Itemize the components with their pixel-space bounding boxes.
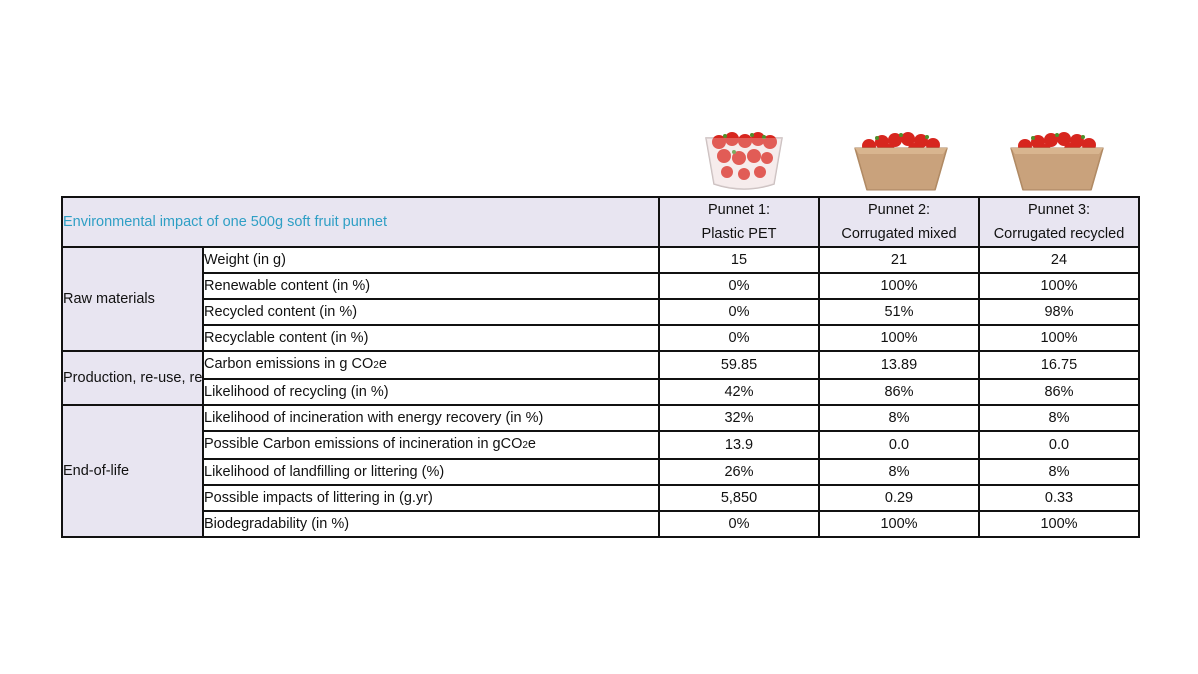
value-cell: 100% xyxy=(978,272,1140,300)
metric-label: Biodegradability (in %) xyxy=(202,510,660,538)
plastic-punnet-image xyxy=(705,132,783,190)
value-cell: 51% xyxy=(818,298,980,326)
value-cell: 98% xyxy=(978,298,1140,326)
table-row: Production, re-use, recycling Carbon emi… xyxy=(61,350,1140,406)
metric-label-text: Carbon emissions in g CO xyxy=(204,356,374,372)
metric-label: Weight (in g) xyxy=(202,246,660,274)
value-cell: 0.0 xyxy=(978,430,1140,460)
table-row: Possible Carbon emissions of incineratio… xyxy=(62,430,1140,460)
value-cell: 100% xyxy=(818,510,980,538)
column-header-punnet-3: Punnet 3: Corrugated recycled xyxy=(978,196,1140,248)
value-cell: 0.0 xyxy=(818,430,980,460)
column-header-line2: Plastic PET xyxy=(701,226,777,242)
metric-label-text: Possible Carbon emissions of incineratio… xyxy=(204,436,523,452)
value-cell: 0% xyxy=(658,298,820,326)
value-cell: 100% xyxy=(818,324,980,352)
column-header-line2: Corrugated mixed xyxy=(841,226,957,242)
column-header-line2: Corrugated recycled xyxy=(993,226,1125,242)
column-header-punnet-1: Punnet 1: Plastic PET xyxy=(658,196,820,248)
metric-label: Recycled content (in %) xyxy=(202,298,660,326)
column-header-punnet-2: Punnet 2: Corrugated mixed xyxy=(818,196,980,248)
value-cell: 100% xyxy=(978,324,1140,352)
metric-label: Possible Carbon emissions of incineratio… xyxy=(202,430,660,460)
value-cell: 59.85 xyxy=(658,350,820,380)
value-cell: 86% xyxy=(818,378,980,406)
value-cell: 26% xyxy=(658,458,820,486)
value-cell: 0% xyxy=(658,324,820,352)
value-cell: 8% xyxy=(818,458,980,486)
table-title: Environmental impact of one 500g soft fr… xyxy=(61,196,660,248)
environmental-impact-table: Environmental impact of one 500g soft fr… xyxy=(61,196,1140,538)
metric-subscript: 2 xyxy=(522,440,528,451)
corrugated-recycled-punnet-image xyxy=(1010,132,1104,191)
category-raw-materials: Raw materials xyxy=(61,246,204,352)
metric-label: Carbon emissions in g CO2e xyxy=(202,350,660,380)
metric-label: Possible impacts of littering in (g.yr) xyxy=(202,484,660,512)
column-header-line1: Punnet 2: xyxy=(867,202,931,218)
table-row: Raw materials Weight (in g) 15 21 24 xyxy=(61,246,1140,352)
value-cell: 100% xyxy=(818,272,980,300)
value-cell: 8% xyxy=(818,404,980,432)
value-cell: 0.33 xyxy=(978,484,1140,512)
metric-label: Recyclable content (in %) xyxy=(202,324,660,352)
corrugated-mixed-punnet-image xyxy=(854,132,948,191)
table-row: Likelihood of recycling (in %) 42% 86% 8… xyxy=(62,378,1140,406)
value-cell: 15 xyxy=(658,246,820,274)
value-cell: 8% xyxy=(978,404,1140,432)
table-header-row: Environmental impact of one 500g soft fr… xyxy=(61,196,1140,248)
category-end-of-life: End-of-life xyxy=(61,404,204,538)
value-cell: 8% xyxy=(978,458,1140,486)
metric-label-tail: e xyxy=(378,356,387,372)
value-cell: 100% xyxy=(978,510,1140,538)
metric-label: Renewable content (in %) xyxy=(202,272,660,300)
value-cell: 5,850 xyxy=(658,484,820,512)
value-cell: 24 xyxy=(978,246,1140,274)
table-row: Renewable content (in %) 0% 100% 100% xyxy=(62,272,1140,300)
table-row: Recycled content (in %) 0% 51% 98% xyxy=(62,298,1140,326)
value-cell: 21 xyxy=(818,246,980,274)
metric-subscript: 2 xyxy=(373,360,379,371)
value-cell: 16.75 xyxy=(978,350,1140,380)
value-cell: 0.29 xyxy=(818,484,980,512)
metric-label-tail: e xyxy=(527,436,536,452)
metric-label: Likelihood of incineration with energy r… xyxy=(202,404,660,432)
metric-label: Likelihood of landfilling or littering (… xyxy=(202,458,660,486)
value-cell: 13.9 xyxy=(658,430,820,460)
value-cell: 0% xyxy=(658,272,820,300)
value-cell: 86% xyxy=(978,378,1140,406)
table-row: End-of-life Likelihood of incineration w… xyxy=(61,404,1140,538)
value-cell: 13.89 xyxy=(818,350,980,380)
table-row: Likelihood of landfilling or littering (… xyxy=(62,458,1140,486)
table-row: Biodegradability (in %) 0% 100% 100% xyxy=(62,510,1140,538)
column-header-line1: Punnet 1: xyxy=(707,202,771,218)
column-header-line1: Punnet 3: xyxy=(1027,202,1091,218)
metric-label: Likelihood of recycling (in %) xyxy=(202,378,660,406)
value-cell: 42% xyxy=(658,378,820,406)
value-cell: 0% xyxy=(658,510,820,538)
table-row: Possible impacts of littering in (g.yr) … xyxy=(62,484,1140,512)
table-row: Recyclable content (in %) 0% 100% 100% xyxy=(62,324,1140,352)
category-production: Production, re-use, recycling xyxy=(61,350,204,406)
value-cell: 32% xyxy=(658,404,820,432)
